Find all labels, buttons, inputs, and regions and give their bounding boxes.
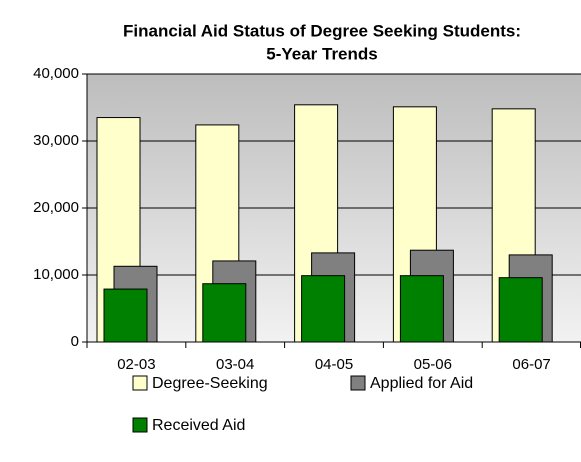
legend-swatch bbox=[350, 375, 366, 391]
legend-label: Degree-Seeking bbox=[152, 375, 268, 392]
chart-title: 5-Year Trends bbox=[266, 44, 378, 63]
y-tick-label: 10,000 bbox=[33, 266, 79, 283]
x-tick-label: 06-07 bbox=[512, 356, 550, 373]
x-tick-label: 05-06 bbox=[414, 356, 452, 373]
bar bbox=[103, 288, 148, 343]
y-tick-label: 30,000 bbox=[33, 132, 79, 149]
x-tick-label: 02-03 bbox=[117, 356, 155, 373]
x-tick-label: 03-04 bbox=[216, 356, 254, 373]
x-tick-label: 04-05 bbox=[315, 356, 353, 373]
legend-swatch bbox=[132, 375, 148, 391]
bar bbox=[498, 277, 543, 343]
legend-swatch bbox=[132, 417, 148, 433]
legend-label: Applied for Aid bbox=[370, 375, 473, 392]
bar bbox=[301, 275, 346, 343]
legend-label: Received Aid bbox=[152, 417, 245, 434]
bar bbox=[399, 275, 444, 343]
chart-title: Financial Aid Status of Degree Seeking S… bbox=[123, 21, 521, 40]
y-tick-label: 20,000 bbox=[33, 199, 79, 216]
y-tick-label: 0 bbox=[71, 333, 79, 350]
bar bbox=[202, 283, 247, 343]
y-tick-label: 40,000 bbox=[33, 65, 79, 82]
